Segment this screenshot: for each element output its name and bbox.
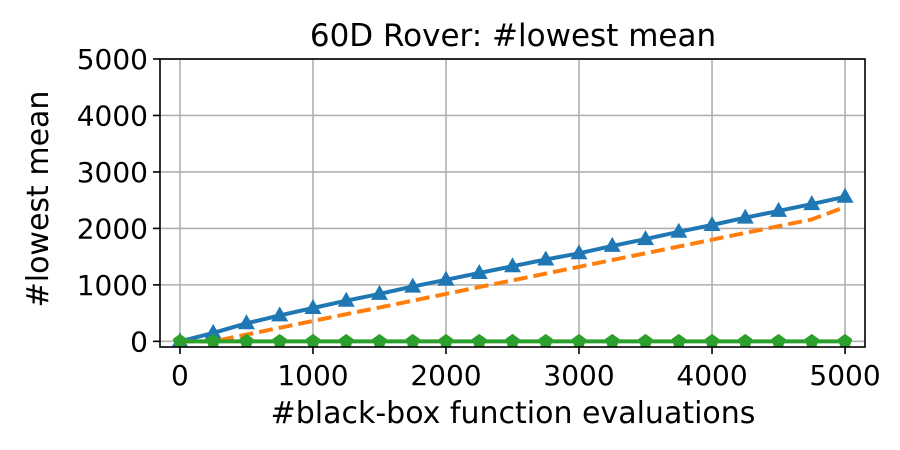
y-tick-label: 2000 [77, 212, 148, 245]
data-point [837, 333, 853, 348]
x-tick-label: 0 [171, 359, 189, 392]
series-line [180, 205, 846, 344]
data-point [237, 314, 255, 330]
data-point [437, 270, 455, 286]
data-point [704, 333, 720, 348]
data-point [603, 236, 621, 252]
data-point [472, 333, 487, 348]
series-2 [172, 333, 853, 348]
data-point [239, 333, 254, 348]
data-point [372, 333, 387, 348]
data-point [836, 187, 854, 203]
data-point [537, 250, 555, 266]
data-point [470, 264, 488, 280]
data-point [206, 333, 221, 348]
data-point [339, 333, 354, 348]
data-point [404, 277, 422, 293]
data-point [305, 333, 321, 348]
data-point [670, 222, 688, 238]
series-1 [180, 205, 846, 344]
data-point [605, 333, 620, 348]
data-point [671, 333, 686, 348]
data-point [172, 333, 188, 348]
data-point [570, 244, 588, 260]
data-point [438, 333, 454, 348]
y-tick-label: 0 [130, 325, 148, 358]
series-0 [171, 187, 854, 348]
data-point [504, 257, 521, 273]
y-axis-label: #lowest mean [21, 91, 56, 308]
y-tick-label: 4000 [77, 99, 148, 132]
x-axis-label: #black-box function evaluations [271, 396, 756, 431]
data-point [204, 323, 222, 339]
data-point [770, 201, 788, 217]
chart-title: 60D Rover: #lowest mean [310, 18, 716, 54]
x-tick-label: 1000 [277, 359, 348, 392]
data-point [804, 333, 819, 348]
data-point [738, 333, 753, 348]
x-tick-label: 2000 [410, 359, 481, 392]
grid [160, 58, 865, 347]
x-tick-label: 3000 [543, 359, 614, 392]
data-point [304, 299, 322, 315]
data-point [538, 333, 553, 348]
plot-series [171, 187, 854, 348]
y-tick-label: 3000 [77, 156, 148, 189]
y-tick-label: 5000 [77, 43, 148, 76]
data-point [405, 333, 420, 348]
y-tick-label: 1000 [77, 269, 148, 302]
data-point [803, 195, 821, 211]
data-point [370, 284, 388, 300]
plot-frame [159, 58, 866, 348]
data-point [638, 333, 653, 348]
data-point [637, 230, 655, 246]
data-point [736, 208, 754, 224]
data-point [505, 333, 520, 348]
data-point [271, 306, 289, 322]
data-point [337, 291, 355, 307]
x-tick-label: 4000 [676, 359, 747, 392]
x-tick-label: 5000 [809, 359, 880, 392]
data-point [703, 216, 721, 232]
y-axis-ticks: 0 1000 2000 3000 4000 5000 [77, 43, 160, 358]
data-point [571, 333, 587, 348]
data-point [771, 333, 786, 348]
data-point [272, 333, 287, 348]
x-axis-ticks: 0 1000 2000 3000 4000 5000 [171, 347, 881, 392]
